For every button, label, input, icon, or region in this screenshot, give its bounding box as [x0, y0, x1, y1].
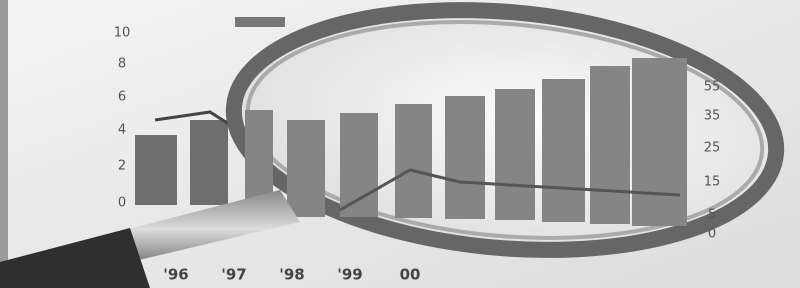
page: {"photo": { "left_axis_labels": ["10", "… — [0, 0, 800, 288]
left-edge — [0, 0, 8, 288]
x-axis-label: 00 — [400, 266, 421, 284]
x-axis-label: '99 — [337, 266, 362, 284]
x-axis-label: '96 — [163, 266, 188, 284]
left-axis-label: 8 — [118, 57, 126, 72]
left-axis-label: 4 — [118, 123, 126, 138]
left-axis-label: 6 — [118, 90, 126, 105]
right-axis-label: 35 — [704, 109, 721, 124]
legend-swatch — [235, 17, 285, 27]
right-axis-label: 0 — [708, 227, 716, 242]
right-axis-label: 5 — [708, 208, 716, 223]
right-axis-label: 15 — [704, 175, 721, 190]
right-axis-label: 25 — [704, 141, 721, 156]
right-axis-label: 55 — [704, 80, 721, 95]
x-axis-label: '97 — [221, 266, 246, 284]
photo: 10 8 6 4 2 0 55 35 25 15 5 0 '96 '97 '98 '99 00 — [0, 0, 800, 288]
left-axis-label: 0 — [118, 196, 126, 211]
left-axis-label: 10 — [114, 26, 131, 41]
x-axis-label: '98 — [279, 266, 304, 284]
left-axis-label: 2 — [118, 159, 126, 174]
